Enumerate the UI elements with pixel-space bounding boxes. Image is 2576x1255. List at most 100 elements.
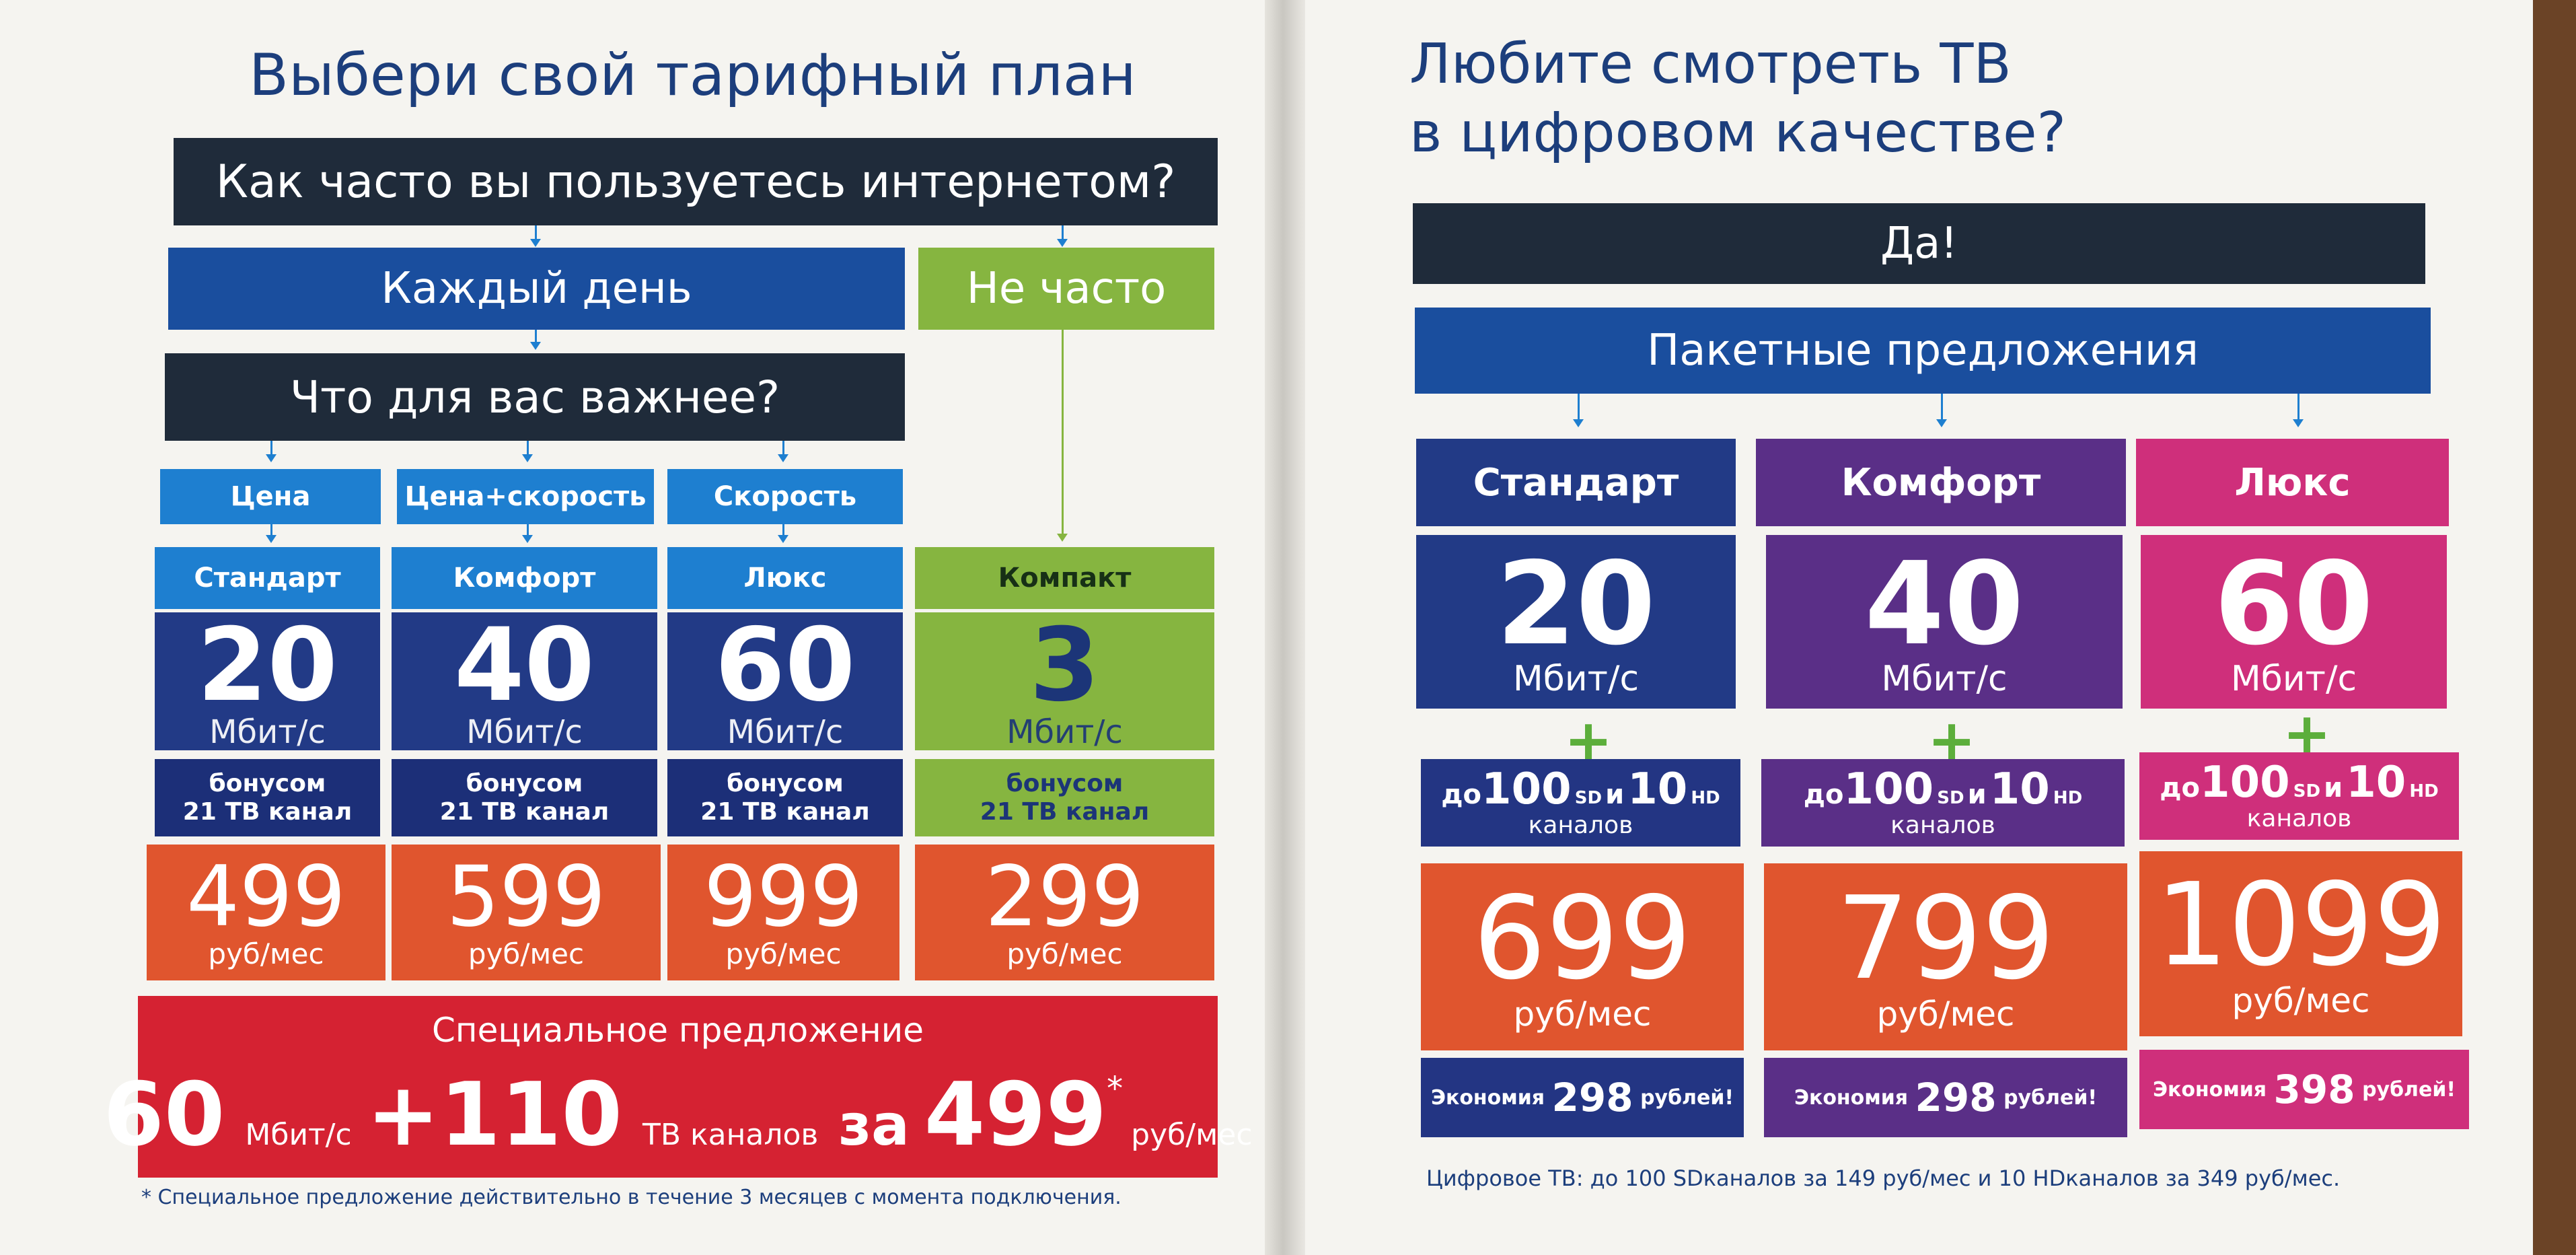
arrow-plan-2	[522, 524, 533, 543]
packages-text: Пакетные предложения	[1647, 326, 2199, 375]
special-for: за	[838, 1092, 910, 1158]
price-unit: руб/мес	[1006, 937, 1123, 970]
and-word: и	[1967, 779, 1987, 810]
hd-label: HD	[2409, 781, 2439, 801]
price-value: 699	[1473, 871, 1692, 1005]
package-channels-lux: до100 SD и 10 HD каналов	[2139, 752, 2459, 840]
channels-suffix: каналов	[1528, 812, 1633, 839]
saving-amount: 298	[1551, 1075, 1633, 1120]
arrow-plan-3	[778, 524, 788, 543]
packages-box: Пакетные предложения	[1415, 308, 2431, 394]
arrow-package-3	[2293, 394, 2304, 427]
arrow-to-price	[266, 441, 277, 462]
important-box: Что для вас важнее?	[165, 353, 905, 441]
saving-pre: Экономия	[1794, 1085, 1909, 1110]
special-channels-label: ТВ каналов	[642, 1118, 819, 1152]
criteria-label: Цена+скорость	[404, 481, 647, 512]
question-box: Как часто вы пользуетесь интернетом?	[174, 138, 1218, 225]
hd-count: 10	[1627, 764, 1688, 814]
table-background	[2536, 0, 2576, 1255]
arrow-rare-to-compact	[1057, 330, 1068, 542]
rare-text: Не часто	[966, 264, 1167, 314]
rare-box: Не часто	[918, 248, 1214, 330]
package-price-standard: 699 руб/мес	[1421, 863, 1744, 1050]
arrow-to-price-speed	[522, 441, 533, 462]
speed-unit: Мбит/с	[1512, 659, 1640, 699]
criteria-price: Цена	[160, 469, 381, 524]
special-price-unit: руб/мес	[1131, 1118, 1253, 1152]
plan-name: Комфорт	[453, 563, 596, 594]
speed-value: 20	[197, 606, 338, 724]
plan-name-lux: Люкс	[667, 547, 903, 609]
package-speed-standard: 20 Мбит/с	[1416, 535, 1736, 709]
price-unit: руб/мес	[208, 937, 324, 970]
speed-value: 40	[1864, 538, 2024, 671]
arrow-to-speed	[778, 441, 788, 462]
special-speed-unit: Мбит/с	[245, 1118, 352, 1152]
saving-standard: Экономия 298 рублей!	[1421, 1058, 1744, 1137]
plan-price-lux: 999 руб/мес	[667, 845, 899, 980]
price-value: 1099	[2155, 859, 2447, 992]
bonus-line-1: бонусом	[209, 770, 326, 798]
special-offer-title: Специальное предложение	[432, 1011, 924, 1050]
price-unit: руб/мес	[468, 937, 585, 970]
saving-pre: Экономия	[2152, 1077, 2267, 1102]
special-speed: 60	[103, 1063, 225, 1166]
daily-box: Каждый день	[168, 248, 905, 330]
sd-label: SD	[2293, 781, 2321, 801]
speed-value: 3	[1029, 606, 1100, 724]
daily-text: Каждый день	[381, 264, 692, 314]
question-text: Как часто вы пользуетесь интернетом?	[215, 155, 1176, 209]
plan-name-compact: Компакт	[915, 547, 1214, 609]
and-word: и	[2324, 773, 2343, 803]
important-text: Что для вас важнее?	[289, 371, 780, 423]
saving-comfort: Экономия 298 рублей!	[1764, 1058, 2127, 1137]
plan-speed-lux: 60 Мбит/с	[667, 612, 903, 750]
saving-post: рублей!	[1640, 1085, 1734, 1110]
saving-post: рублей!	[2003, 1085, 2098, 1110]
arrow-to-daily	[530, 225, 541, 247]
speed-unit: Мбит/с	[1006, 713, 1123, 751]
arrow-package-2	[1936, 394, 1947, 427]
price-unit: руб/мес	[725, 937, 842, 970]
price-value: 999	[704, 848, 863, 945]
speed-value: 60	[714, 606, 856, 724]
saving-lux: Экономия 398 рублей!	[2139, 1050, 2469, 1129]
criteria-label: Скорость	[713, 481, 857, 512]
speed-unit: Мбит/с	[466, 713, 583, 751]
channels-suffix: каналов	[2246, 805, 2352, 832]
price-value: 599	[446, 848, 606, 945]
plan-price-comfort: 599 руб/мес	[392, 845, 661, 980]
package-name-lux: Люкс	[2136, 439, 2449, 526]
hd-count: 10	[2346, 758, 2406, 808]
plan-price-standard: 499 руб/мес	[147, 845, 385, 980]
price-unit: руб/мес	[2232, 981, 2370, 1020]
criteria-label: Цена	[230, 481, 311, 512]
speed-value: 20	[1496, 538, 1656, 671]
plan-speed-compact: 3 Мбит/с	[915, 612, 1214, 750]
price-unit: руб/мес	[1876, 994, 2015, 1034]
bonus-line-2: 21 ТВ канал	[700, 797, 870, 826]
speed-unit: Мбит/с	[1881, 659, 2008, 699]
package-name-standard: Стандарт	[1416, 439, 1736, 526]
plan-name-comfort: Комфорт	[392, 547, 657, 609]
package-channels-standard: до100 SD и 10 HD каналов	[1421, 759, 1740, 847]
arrow-plan-1	[266, 524, 277, 543]
special-asterisk: *	[1107, 1070, 1124, 1108]
sd-label: SD	[1937, 788, 1964, 808]
yes-text: Да!	[1880, 219, 1958, 268]
and-word: и	[1605, 779, 1625, 810]
plan-name: Люкс	[743, 563, 827, 594]
special-offer-line: 60 Мбит/с +110 ТВ каналов за 499 * руб/м…	[103, 1063, 1252, 1166]
package-channels-comfort: до100 SD и 10 HD каналов	[1761, 759, 2125, 847]
plan-bonus-compact: бонусом 21 ТВ канал	[915, 759, 1214, 836]
price-value: 799	[1836, 871, 2055, 1005]
right-heading-line-1: Любите смотреть ТВ	[1409, 32, 2012, 96]
plan-name: Компакт	[998, 563, 1132, 594]
plan-name: Стандарт	[194, 563, 341, 594]
plan-speed-comfort: 40 Мбит/с	[392, 612, 657, 750]
criteria-price-speed: Цена+скорость	[397, 469, 654, 524]
channels-prefix: до	[1441, 779, 1482, 810]
special-price: 499	[924, 1063, 1107, 1166]
package-name: Люкс	[2234, 460, 2351, 505]
